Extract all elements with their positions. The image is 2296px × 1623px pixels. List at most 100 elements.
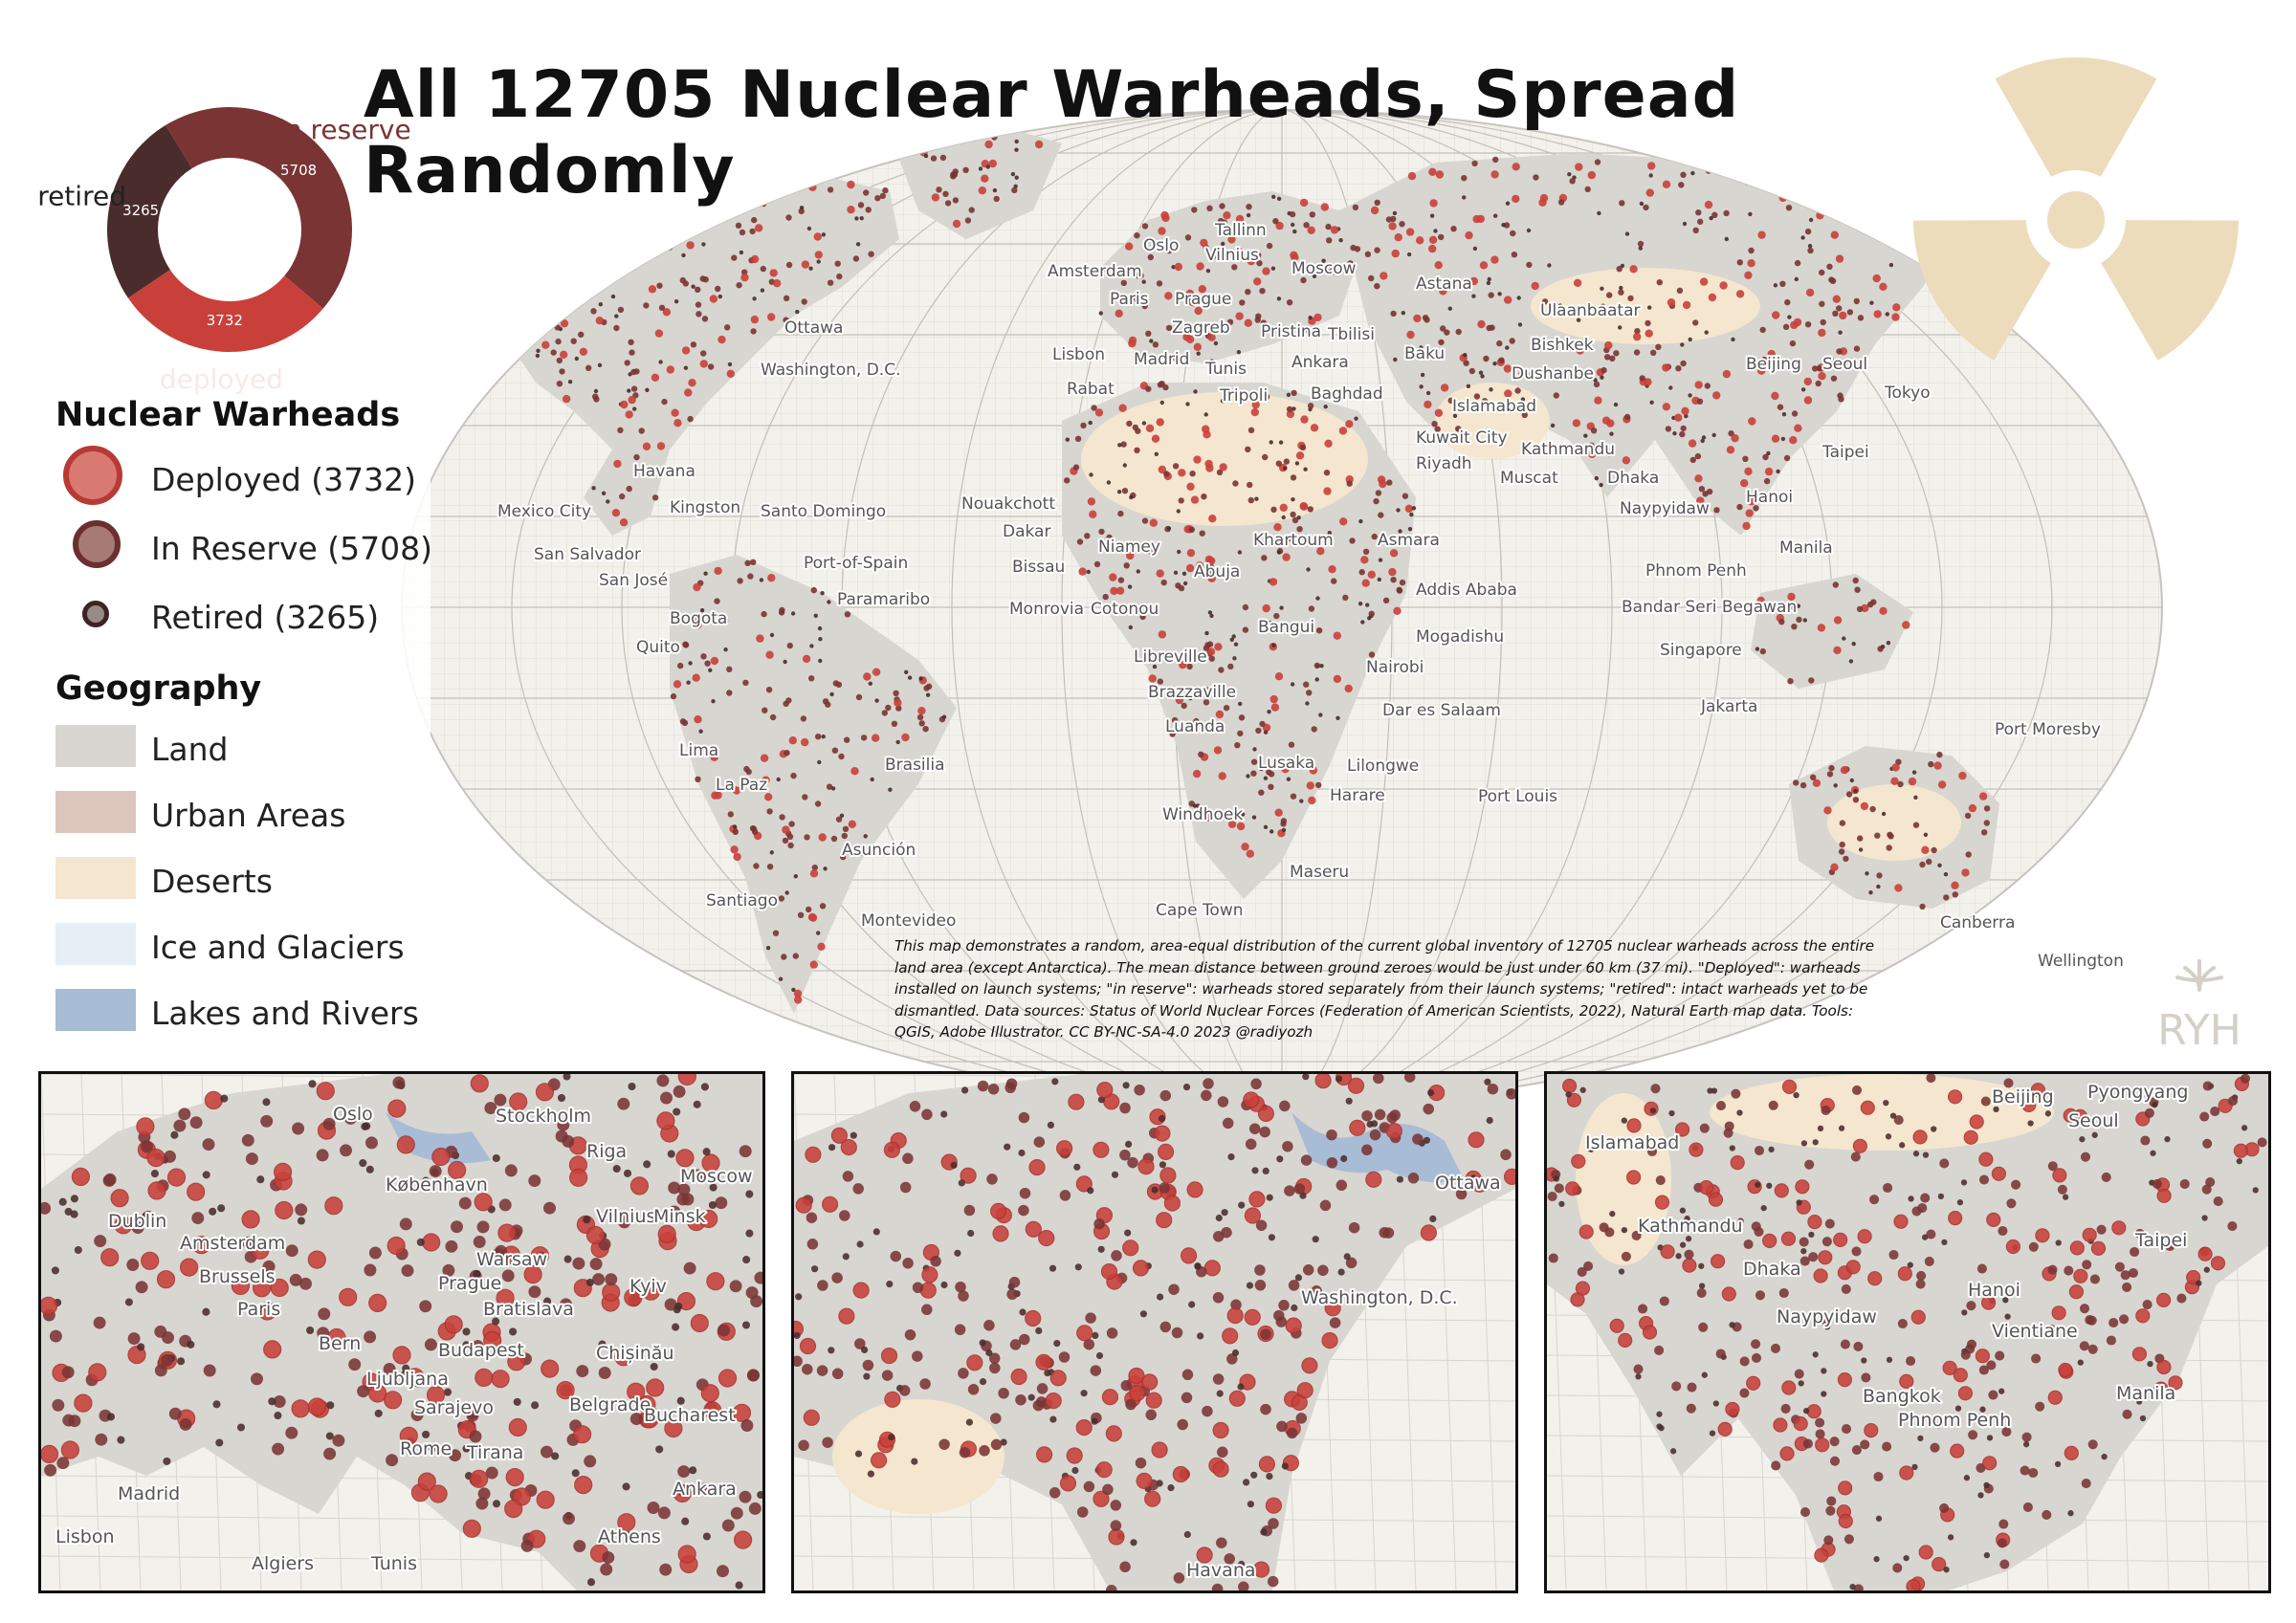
city-label: Ulaanbaatar [1540,301,1640,320]
inset-city-label: Tunis [370,1553,417,1574]
city-label: San José [599,571,668,590]
city-label: Riyadh [1416,454,1472,473]
inset-city-label: Ankara [673,1479,737,1500]
inset-north-america-map: Ottawa Washington, D.C. Havana [794,1074,1515,1590]
land-swatch [55,725,136,767]
legend-label-land: Land [151,731,229,768]
inset-city-label: Amsterdam [180,1233,285,1254]
city-label: Asunción [842,841,916,860]
legend-warheads-heading: Nuclear Warheads [55,396,401,434]
city-label: Astana [1416,274,1472,294]
city-label: Bogota [670,609,727,628]
inset-city-label: Washington, D.C. [1301,1287,1458,1308]
city-label: Harare [1330,786,1385,805]
city-label: Port Louis [1478,787,1557,806]
inset-desert [1710,1074,2054,1151]
city-label: Kingston [670,498,740,517]
inset-city-label: Athens [598,1526,661,1547]
city-label: Brasilia [885,756,945,775]
inset-city-label: Seoul [2068,1110,2119,1131]
city-label: Bandar Seri Begawan [1622,598,1797,617]
city-label: Lilongwe [1347,757,1419,776]
city-label: Wellington [2038,952,2124,971]
inset-city-label: Kathmandu [1638,1216,1743,1237]
city-label: Tripoli [1219,386,1268,406]
inset-city-label: Ottawa [1435,1173,1501,1194]
city-label: Lisbon [1052,345,1105,364]
city-label: Mexico City [497,502,591,521]
inset-city-label: Kyiv [629,1276,667,1297]
city-label: Canberra [1940,913,2015,932]
retired-swatch-icon [82,601,109,627]
city-label: Pristina [1261,322,1321,341]
city-label: Madrid [1134,350,1189,369]
map-description: This map demonstrates a random, area-equ… [894,937,1875,1041]
city-label: La Paz [716,776,767,795]
city-label: Baghdad [1311,384,1383,404]
inset-city-label: Dublin [108,1211,166,1232]
inset-city-label: Warsaw [476,1249,547,1270]
inset-city-label: Brussels [199,1266,276,1287]
inset-europe-map: Oslo Stockholm Riga København Moscow Dublin Vi… [41,1074,762,1590]
author-logo-icon: RYH [2157,959,2241,1052]
city-label: Dakar [1003,522,1050,541]
city-label: Taipei [1821,443,1869,462]
inset-north-america: Ottawa Washington, D.C. Havana [791,1071,1518,1593]
inset-land [41,1074,762,1590]
donut-slice-deployed [127,269,323,352]
inset-city-label: Bratislava [483,1299,574,1320]
city-label: Moscow [1292,259,1357,278]
gobi-desert [1531,268,1760,344]
landmass-3 [1100,191,1358,363]
city-label: Jakarta [1700,697,1757,716]
logo-text: RYH [2157,1006,2241,1052]
inset-city-label: Vientiane [1992,1321,2078,1342]
urban-swatch [55,791,136,833]
city-label: Bishkek [1531,336,1594,355]
landmass-2 [670,555,957,1014]
landmass-5 [1339,153,1961,536]
city-label: Addis Ababa [1416,581,1517,600]
inset-city-label: Budapest [438,1340,524,1361]
legend-geography-heading: Geography [55,669,262,708]
inset-city-label: Naypyidaw [1777,1306,1877,1327]
inset-city-label: Manila [2116,1383,2175,1404]
city-label: Nouakchott [961,494,1055,514]
donut-value-retired: 3265 [122,202,159,219]
city-label: Naypyidaw [1620,499,1710,518]
desert-swatch [55,857,136,899]
donut-slice-retired [107,124,192,298]
city-label: Tbilisi [1327,325,1375,344]
inset-city-label: Bucharest [644,1405,736,1426]
city-label: Dushanbe [1512,364,1594,384]
donut-slice-in_reserve [166,107,353,309]
city-label: Santiago [706,891,778,910]
city-label: Paramaribo [837,590,930,609]
city-label: Montevideo [861,911,956,931]
inset-city-label: Ljubljana [366,1369,449,1390]
legend-label-retired: Retired (3265) [151,599,380,636]
city-label: Windhoek [1162,805,1243,824]
city-label: Havana [633,462,695,481]
city-label: Maseru [1290,863,1349,882]
inset-city-label: Tirana [466,1442,523,1463]
city-label: Tunis [1204,360,1247,379]
city-label: San Salvador [534,545,641,564]
arabian-desert [1435,383,1550,459]
inset-city-label: Phnom Penh [1898,1410,2011,1431]
legend-label-reserve: In Reserve (5708) [151,530,433,567]
legend-label-deployed: Deployed (3732) [151,461,417,498]
city-label: Beijing [1746,355,1801,374]
city-label: Khartoum [1253,531,1334,550]
inset-city-label: København [386,1174,488,1195]
page-title: All 12705 Nuclear Warheads, Spread Rando… [364,57,1740,208]
city-label: Vilnius [1205,246,1259,265]
city-label: Zagreb [1172,318,1230,338]
city-label: Singapore [1660,641,1742,660]
city-label: Muscat [1500,469,1558,488]
inset-city-label: Chișinău [596,1343,674,1364]
city-label: Port-of-Spain [804,554,908,573]
legend-label-ice: Ice and Glaciers [151,929,405,966]
deployed-swatch-icon [63,446,122,505]
city-label: Islamabad [1452,397,1536,416]
